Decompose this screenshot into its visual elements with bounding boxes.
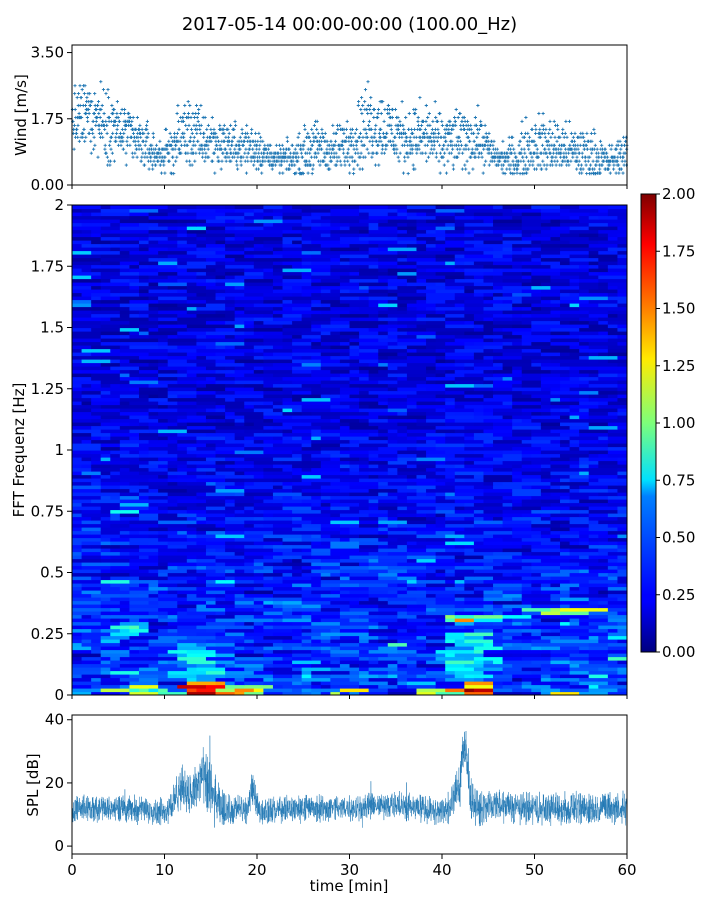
spl-ylabel: SPL [dB] [24,753,42,816]
wind-ytick-label: 3.50 [31,44,64,62]
spl-axes-frame [71,714,628,855]
wind-points [70,80,629,176]
colorbar-ticks: 0.00 0.25 0.50 0.75 1.00 1.25 1.50 1.75 2.00 [656,185,695,661]
colorbar-tick-label: 2.00 [662,185,695,203]
spectrogram-ytick-label: 1.25 [31,380,64,398]
wind-ytick-label: 0.00 [31,176,64,194]
colorbar-tick-label: 1.75 [662,242,695,260]
spectrogram-ytick-label: 0.5 [40,564,64,582]
colorbar-tick-label: 1.25 [662,357,695,375]
spectrogram-ytick-label: 2 [54,196,64,214]
spl-xtick-label: 30 [340,861,359,879]
wind-panel: 0.00 1.75 3.50 Wind [m/s] [12,44,629,194]
colorbar-tick-label: 0.25 [662,586,695,604]
spl-xtick-label: 10 [155,861,174,879]
colorbar-tick-label: 1.00 [662,414,695,432]
spl-xlabel: time [min] [310,877,389,895]
spectrogram-ytick-label: 1.5 [40,319,64,337]
wind-ytick-label: 1.75 [31,110,64,128]
spectrogram-x-ticks [71,695,628,699]
spl-y-axis: 0 20 40 [45,711,72,855]
spl-ytick-label: 20 [45,774,64,792]
spl-ytick-label: 40 [45,711,64,729]
spl-panel: 0 20 40 0 10 20 30 40 50 60 SPL [dB] time [min] [24,711,637,895]
spl-xtick-label: 0 [67,861,77,879]
spectrogram-cells [72,205,627,695]
spectrogram-ylabel: FFT Frequenz [Hz] [10,383,28,518]
figure-title: 2017-05-14 00:00-00:00 (100.00_Hz) [181,14,518,35]
colorbar-tick-label: 0.75 [662,471,695,489]
spl-xtick-label: 20 [247,861,266,879]
spectrogram-panel: 0 0.25 0.5 0.75 1 1.25 1.5 1.75 2 FFT Frequenz [… [10,196,628,704]
wind-x-ticks [71,185,628,189]
spectrogram-ytick-label: 1.75 [31,257,64,275]
colorbar-tick-label: 0.00 [662,643,695,661]
spectrogram-ytick-label: 0 [54,686,64,704]
spl-xtick-label: 40 [432,861,451,879]
spl-trace [72,730,627,828]
colorbar-tick-label: 1.50 [662,300,695,318]
spectrogram-y-axis: 0 0.25 0.5 0.75 1 1.25 1.5 1.75 2 [31,196,72,704]
wind-ylabel: Wind [m/s] [12,74,30,156]
spectrogram-ytick-label: 1 [54,441,64,459]
spl-ytick-label: 0 [54,837,64,855]
wind-markers [70,80,629,176]
spl-line [72,730,627,828]
colorbar-tick-label: 0.50 [662,529,695,547]
spectrogram-ytick-label: 0.75 [31,502,64,520]
spl-x-axis: 0 10 20 30 40 50 60 [67,854,637,879]
spl-xtick-label: 60 [617,861,636,879]
spectrogram-ytick-label: 0.25 [31,625,64,643]
colorbar-gradient [640,193,657,653]
colorbar: 0.00 0.25 0.50 0.75 1.00 1.25 1.50 1.75 2.00 [640,185,695,661]
wind-y-axis: 0.00 1.75 3.50 [31,44,72,194]
spl-xtick-label: 50 [525,861,544,879]
